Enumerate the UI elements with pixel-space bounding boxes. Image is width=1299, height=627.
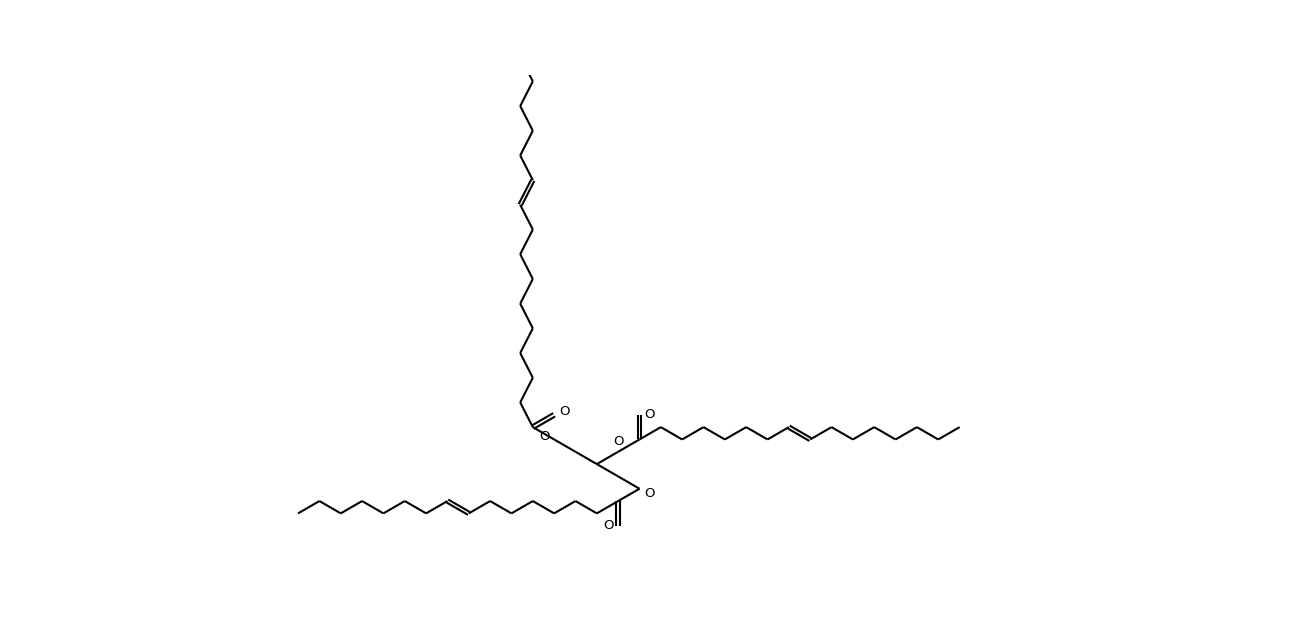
Text: O: O <box>603 519 613 532</box>
Text: O: O <box>644 408 655 421</box>
Text: O: O <box>613 435 624 448</box>
Text: O: O <box>644 487 655 500</box>
Text: O: O <box>559 405 569 418</box>
Text: O: O <box>539 430 551 443</box>
